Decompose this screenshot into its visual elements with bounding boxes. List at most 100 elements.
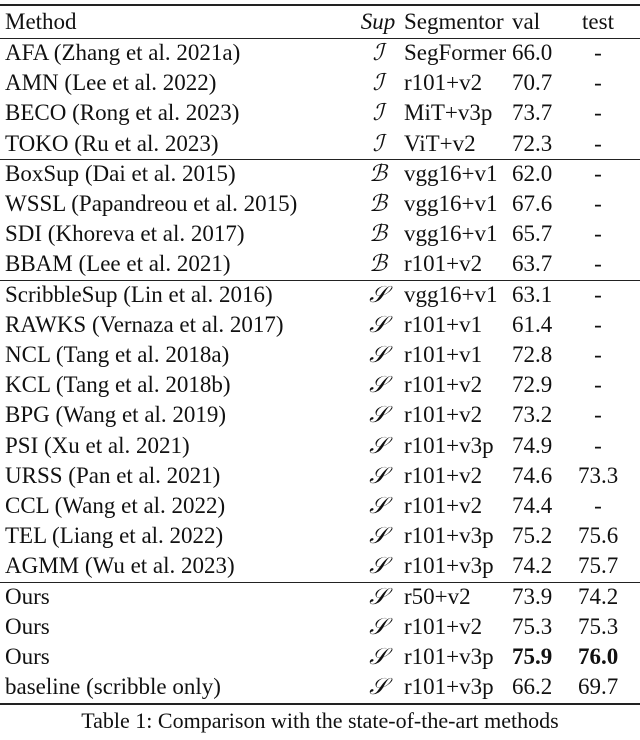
test-cell: test (582, 9, 614, 34)
segmentor-cell: Segmentor (404, 9, 504, 34)
test-cell: 75.3 (578, 613, 619, 639)
sup-cell: 𝒮 (369, 372, 387, 398)
segmentor-cell: vgg16+v1 (404, 160, 498, 186)
test-cell: - (594, 130, 602, 156)
test-cell: - (594, 281, 602, 307)
sup-cell: ℐ (372, 40, 384, 65)
sup-cell: 𝒮 (369, 553, 387, 579)
rule (0, 38, 640, 39)
sup-cell: ℐ (372, 130, 384, 156)
segmentor-cell: r101+v3p (404, 432, 494, 458)
val-cell: 66.0 (512, 40, 553, 65)
val-cell: 74.6 (512, 462, 553, 488)
method-cell: PSI (Xu et al. 2021) (5, 432, 190, 458)
sup-cell: 𝒮 (369, 462, 387, 488)
segmentor-cell: r101+v2 (404, 402, 483, 428)
test-cell: - (594, 100, 602, 126)
val-cell: 73.7 (512, 100, 553, 126)
rule (0, 703, 640, 705)
method-cell: AGMM (Wu et al. 2023) (5, 553, 235, 579)
method-cell: baseline (scribble only) (5, 674, 221, 700)
sup-cell: 𝒮 (369, 432, 387, 458)
val-cell: 65.7 (512, 221, 553, 247)
segmentor-cell: r101+v3p (404, 644, 494, 669)
method-cell: KCL (Tang et al. 2018b) (5, 372, 231, 398)
val-cell: 73.9 (512, 583, 553, 609)
test-cell: - (594, 160, 602, 186)
method-cell: AFA (Zhang et al. 2021a) (5, 40, 241, 65)
val-cell: 67.6 (512, 191, 553, 216)
segmentor-cell: vgg16+v1 (404, 191, 498, 216)
method-cell: BPG (Wang et al. 2019) (5, 402, 227, 428)
method-cell: AMN (Lee et al. 2022) (5, 70, 217, 96)
test-cell: - (594, 372, 602, 398)
segmentor-cell: r101+v2 (404, 613, 483, 639)
sup-cell: 𝒮 (369, 644, 387, 669)
test-cell: 75.6 (578, 523, 619, 549)
method-cell: Ours (5, 583, 50, 609)
sup-cell: 𝒮 (369, 583, 387, 609)
test-cell: - (594, 251, 602, 277)
segmentor-cell: r101+v2 (404, 70, 483, 96)
val-cell: 73.2 (512, 402, 553, 428)
test-cell: - (594, 402, 602, 428)
method-cell: Ours (5, 644, 50, 669)
test-cell: 69.7 (578, 674, 619, 700)
sup-cell: Sup (360, 9, 396, 34)
method-cell: NCL (Tang et al. 2018a) (5, 342, 230, 367)
test-cell: 75.7 (578, 553, 619, 579)
test-cell: 76.0 (578, 644, 619, 669)
sup-cell: 𝒮 (369, 311, 387, 337)
method-cell: BECO (Rong et al. 2023) (5, 100, 240, 126)
sup-cell: 𝒮 (369, 493, 387, 518)
sup-cell: 𝒮 (369, 281, 387, 307)
val-cell: 66.2 (512, 674, 553, 700)
val-cell: 72.3 (512, 130, 553, 156)
segmentor-cell: r101+v1 (404, 311, 483, 337)
sup-cell: ℬ (368, 160, 388, 186)
sup-cell: 𝒮 (369, 523, 387, 549)
test-cell: - (594, 432, 602, 458)
test-cell: - (594, 342, 602, 367)
val-cell: 74.9 (512, 432, 553, 458)
test-cell: - (594, 493, 602, 518)
segmentor-cell: r101+v2 (404, 462, 483, 488)
segmentor-cell: r101+v2 (404, 372, 483, 398)
val-cell: 75.2 (512, 523, 553, 549)
segmentor-cell: SegFormer (404, 40, 507, 65)
method-cell: Method (5, 9, 77, 34)
segmentor-cell: r101+v3p (404, 674, 494, 700)
val-cell: 75.3 (512, 613, 553, 639)
test-cell: - (594, 191, 602, 216)
rule (0, 158, 640, 160)
segmentor-cell: r101+v1 (404, 342, 483, 367)
sup-cell: 𝒮 (369, 402, 387, 428)
sup-cell: 𝒮 (369, 674, 387, 700)
method-cell: BBAM (Lee et al. 2021) (5, 251, 231, 277)
sup-cell: ℬ (368, 251, 388, 277)
val-cell: 62.0 (512, 160, 553, 186)
segmentor-cell: r101+v3p (404, 523, 494, 549)
method-cell: TOKO (Ru et al. 2023) (5, 130, 219, 156)
sup-cell: 𝒮 (369, 342, 387, 367)
sup-cell: ℬ (368, 191, 388, 216)
val-cell: 70.7 (512, 70, 553, 96)
segmentor-cell: r101+v2 (404, 251, 483, 277)
segmentor-cell: vgg16+v1 (404, 281, 498, 307)
method-cell: BoxSup (Dai et al. 2015) (5, 160, 236, 186)
val-cell: 72.9 (512, 372, 553, 398)
segmentor-cell: vgg16+v1 (404, 221, 498, 247)
caption: Table 1: Comparison with the state-of-th… (81, 708, 559, 733)
method-cell: URSS (Pan et al. 2021) (5, 462, 221, 488)
segmentor-cell: r101+v3p (404, 553, 494, 579)
method-cell: WSSL (Papandreou et al. 2015) (5, 191, 298, 216)
segmentor-cell: r50+v2 (404, 583, 471, 609)
sup-cell: ℐ (372, 100, 384, 126)
method-cell: SDI (Khoreva et al. 2017) (5, 221, 245, 247)
rule (0, 279, 640, 281)
segmentor-cell: r101+v2 (404, 493, 483, 518)
method-cell: ScribbleSup (Lin et al. 2016) (5, 281, 273, 307)
rule (0, 581, 640, 583)
test-cell: - (594, 311, 602, 337)
